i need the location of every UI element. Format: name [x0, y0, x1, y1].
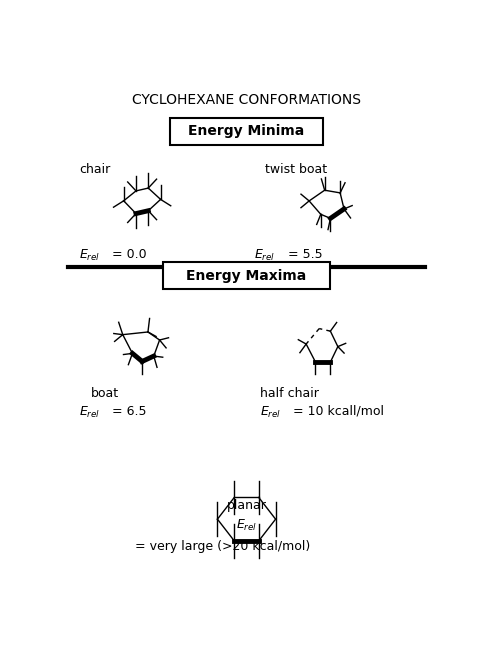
- FancyBboxPatch shape: [162, 262, 330, 289]
- Text: twist boat: twist boat: [264, 163, 326, 176]
- Text: $E_{rel}$: $E_{rel}$: [259, 405, 280, 420]
- FancyBboxPatch shape: [170, 118, 322, 145]
- Text: chair: chair: [79, 163, 110, 176]
- Text: CYCLOHEXANE CONFORMATIONS: CYCLOHEXANE CONFORMATIONS: [132, 93, 360, 107]
- Text: planar: planar: [226, 498, 266, 512]
- Text: $E_{rel}$: $E_{rel}$: [79, 405, 100, 420]
- Text: = 6.5: = 6.5: [112, 405, 146, 418]
- Text: $E_{rel}$: $E_{rel}$: [235, 518, 257, 533]
- Text: = 0.0: = 0.0: [112, 248, 146, 261]
- Text: $E_{rel}$: $E_{rel}$: [79, 248, 100, 263]
- Text: = 5.5: = 5.5: [287, 248, 322, 261]
- Text: Energy Minima: Energy Minima: [188, 124, 304, 138]
- Text: Energy Maxima: Energy Maxima: [186, 268, 306, 282]
- Text: $E_{rel}$: $E_{rel}$: [253, 248, 275, 263]
- Text: = very large (>20 kcal/mol): = very large (>20 kcal/mol): [134, 540, 309, 553]
- Text: half chair: half chair: [259, 387, 318, 400]
- Text: = 10 kcall/mol: = 10 kcall/mol: [292, 405, 384, 418]
- Text: boat: boat: [91, 387, 119, 400]
